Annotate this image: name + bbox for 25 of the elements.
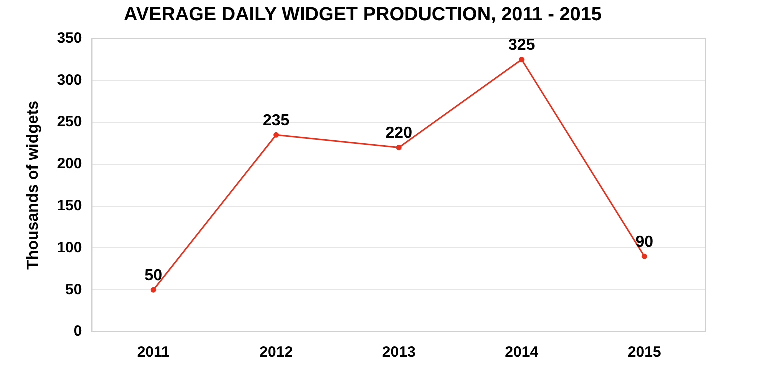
data-label: 220 [386, 125, 413, 142]
point [396, 144, 402, 150]
y-tick-label: 200 [57, 156, 82, 173]
y-axis-title: Thousands of widgets [25, 100, 42, 270]
y-tick-label: 300 [57, 72, 82, 89]
y-tick-label: 50 [66, 281, 82, 298]
x-tick-label: 2014 [505, 344, 540, 362]
data-label: 325 [508, 37, 536, 54]
y-tick-label: 100 [57, 239, 82, 256]
point [642, 254, 648, 260]
chart-title: AVERAGE DAILY WIDGET PRODUCTION, 2011 - 2015 [124, 4, 602, 26]
x-tick-label: 2011 [137, 344, 170, 362]
data-label: 235 [263, 112, 290, 130]
y-tick-label: 250 [57, 114, 82, 131]
point [150, 287, 156, 293]
x-tick-label: 2013 [382, 344, 416, 362]
x-tick-label: 2015 [628, 344, 662, 362]
x-tick-label: 2012 [260, 344, 294, 362]
point [274, 132, 280, 138]
y-tick-label: 0 [74, 323, 82, 340]
data-label: 50 [144, 268, 163, 285]
y-tick-label: 350 [57, 30, 82, 47]
point [519, 56, 525, 62]
data-label: 90 [636, 234, 654, 252]
y-tick-label: 150 [57, 197, 82, 214]
